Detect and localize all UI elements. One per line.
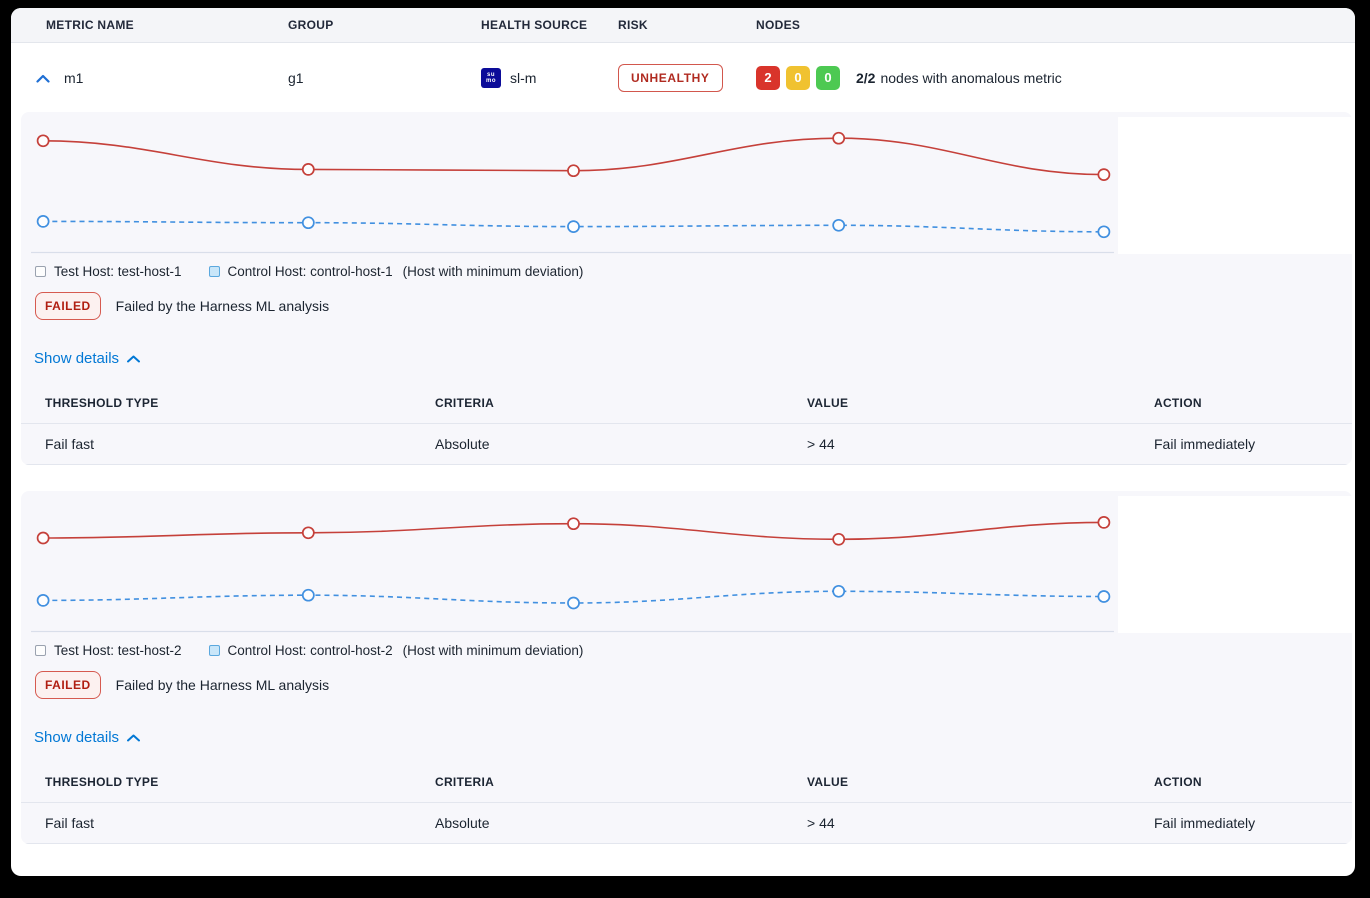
chart-side-panel-2 <box>1118 496 1352 633</box>
td-action: Fail immediately <box>1154 815 1256 831</box>
control-host-swatch-icon <box>208 266 220 277</box>
chart-legend-2: Test Host: test-host-2 Control Host: con… <box>35 643 1352 658</box>
td-criteria: Absolute <box>435 815 490 831</box>
legend-item-control-host[interactable]: Control Host: control-host-2 <box>208 643 393 658</box>
threshold-table-2: THRESHOLD TYPE CRITERIA VALUE ACTION Fai… <box>21 762 1352 844</box>
th-threshold-type: THRESHOLD TYPE <box>45 396 159 410</box>
th-criteria: CRITERIA <box>435 775 495 789</box>
metric-chart-2[interactable] <box>29 496 1118 633</box>
metric-chart-1[interactable] <box>29 117 1118 254</box>
td-threshold-type: Fail fast <box>45 436 95 452</box>
chart-side-panel-1 <box>1118 117 1352 254</box>
failed-badge: FAILED <box>35 671 101 699</box>
sumo-logic-icon: su mo <box>481 67 501 88</box>
verdict-1: FAILED Failed by the Harness ML analysis <box>35 292 1352 320</box>
column-health-source: HEALTH SOURCE <box>481 18 588 32</box>
legend-item-test-host[interactable]: Test Host: test-host-2 <box>35 643 182 658</box>
column-nodes: NODES <box>756 18 801 32</box>
caret-up-icon <box>127 729 141 746</box>
th-action: ACTION <box>1154 396 1202 410</box>
legend-note: (Host with minimum deviation) <box>402 264 584 279</box>
health-source-value: sl-m <box>510 69 537 86</box>
column-metric-name: METRIC NAME <box>46 18 134 32</box>
collapse-row-button[interactable] <box>35 70 51 86</box>
threshold-table-1: THRESHOLD TYPE CRITERIA VALUE ACTION Fai… <box>21 383 1352 465</box>
column-risk: RISK <box>618 18 648 32</box>
host-analysis-card-1: Test Host: test-host-1 Control Host: con… <box>21 112 1352 465</box>
node-count-healthy: 0 <box>816 65 840 90</box>
th-value: VALUE <box>807 775 849 789</box>
show-details-link-2[interactable]: Show details <box>34 729 141 746</box>
th-action: ACTION <box>1154 775 1202 789</box>
verdict-text: Failed by the Harness ML analysis <box>115 677 330 693</box>
host-analysis-card-2: Test Host: test-host-2 Control Host: con… <box>21 491 1352 844</box>
chevron-up-icon <box>36 70 50 86</box>
app-window: METRIC NAME GROUP HEALTH SOURCE RISK NOD… <box>11 8 1355 876</box>
show-details-link-1[interactable]: Show details <box>34 350 141 367</box>
legend-item-test-host[interactable]: Test Host: test-host-1 <box>35 264 182 279</box>
legend-note: (Host with minimum deviation) <box>402 643 584 658</box>
metric-name-value: m1 <box>64 69 84 86</box>
th-value: VALUE <box>807 396 849 410</box>
chart-legend-1: Test Host: test-host-1 Control Host: con… <box>35 264 1352 279</box>
column-group: GROUP <box>288 18 334 32</box>
test-host-swatch-icon <box>35 645 46 656</box>
td-action: Fail immediately <box>1154 436 1256 452</box>
verdict-text: Failed by the Harness ML analysis <box>115 298 330 314</box>
th-criteria: CRITERIA <box>435 396 495 410</box>
risk-badge: UNHEALTHY <box>618 63 723 92</box>
control-host-swatch-icon <box>208 645 220 656</box>
node-count-unhealthy: 2 <box>756 65 780 90</box>
verdict-2: FAILED Failed by the Harness ML analysis <box>35 671 1352 699</box>
th-threshold-type: THRESHOLD TYPE <box>45 775 159 789</box>
legend-item-control-host[interactable]: Control Host: control-host-1 <box>208 264 393 279</box>
test-host-swatch-icon <box>35 266 46 277</box>
td-criteria: Absolute <box>435 436 490 452</box>
td-value: > 44 <box>807 436 835 452</box>
table-row: Fail fast Absolute > 44 Fail immediately <box>21 424 1352 465</box>
table-row: Fail fast Absolute > 44 Fail immediately <box>21 803 1352 844</box>
group-value: g1 <box>288 69 304 86</box>
td-threshold-type: Fail fast <box>45 815 95 831</box>
table-header: METRIC NAME GROUP HEALTH SOURCE RISK NOD… <box>11 8 1355 43</box>
metric-row[interactable]: m1 g1 su mo sl-m UNHEALTHY 2 0 0 2/2 node… <box>11 43 1355 112</box>
nodes-summary: 2/2 nodes with anomalous metric <box>856 69 1062 86</box>
caret-up-icon <box>127 350 141 367</box>
node-count-observe: 0 <box>786 65 810 90</box>
failed-badge: FAILED <box>35 292 101 320</box>
td-value: > 44 <box>807 815 835 831</box>
